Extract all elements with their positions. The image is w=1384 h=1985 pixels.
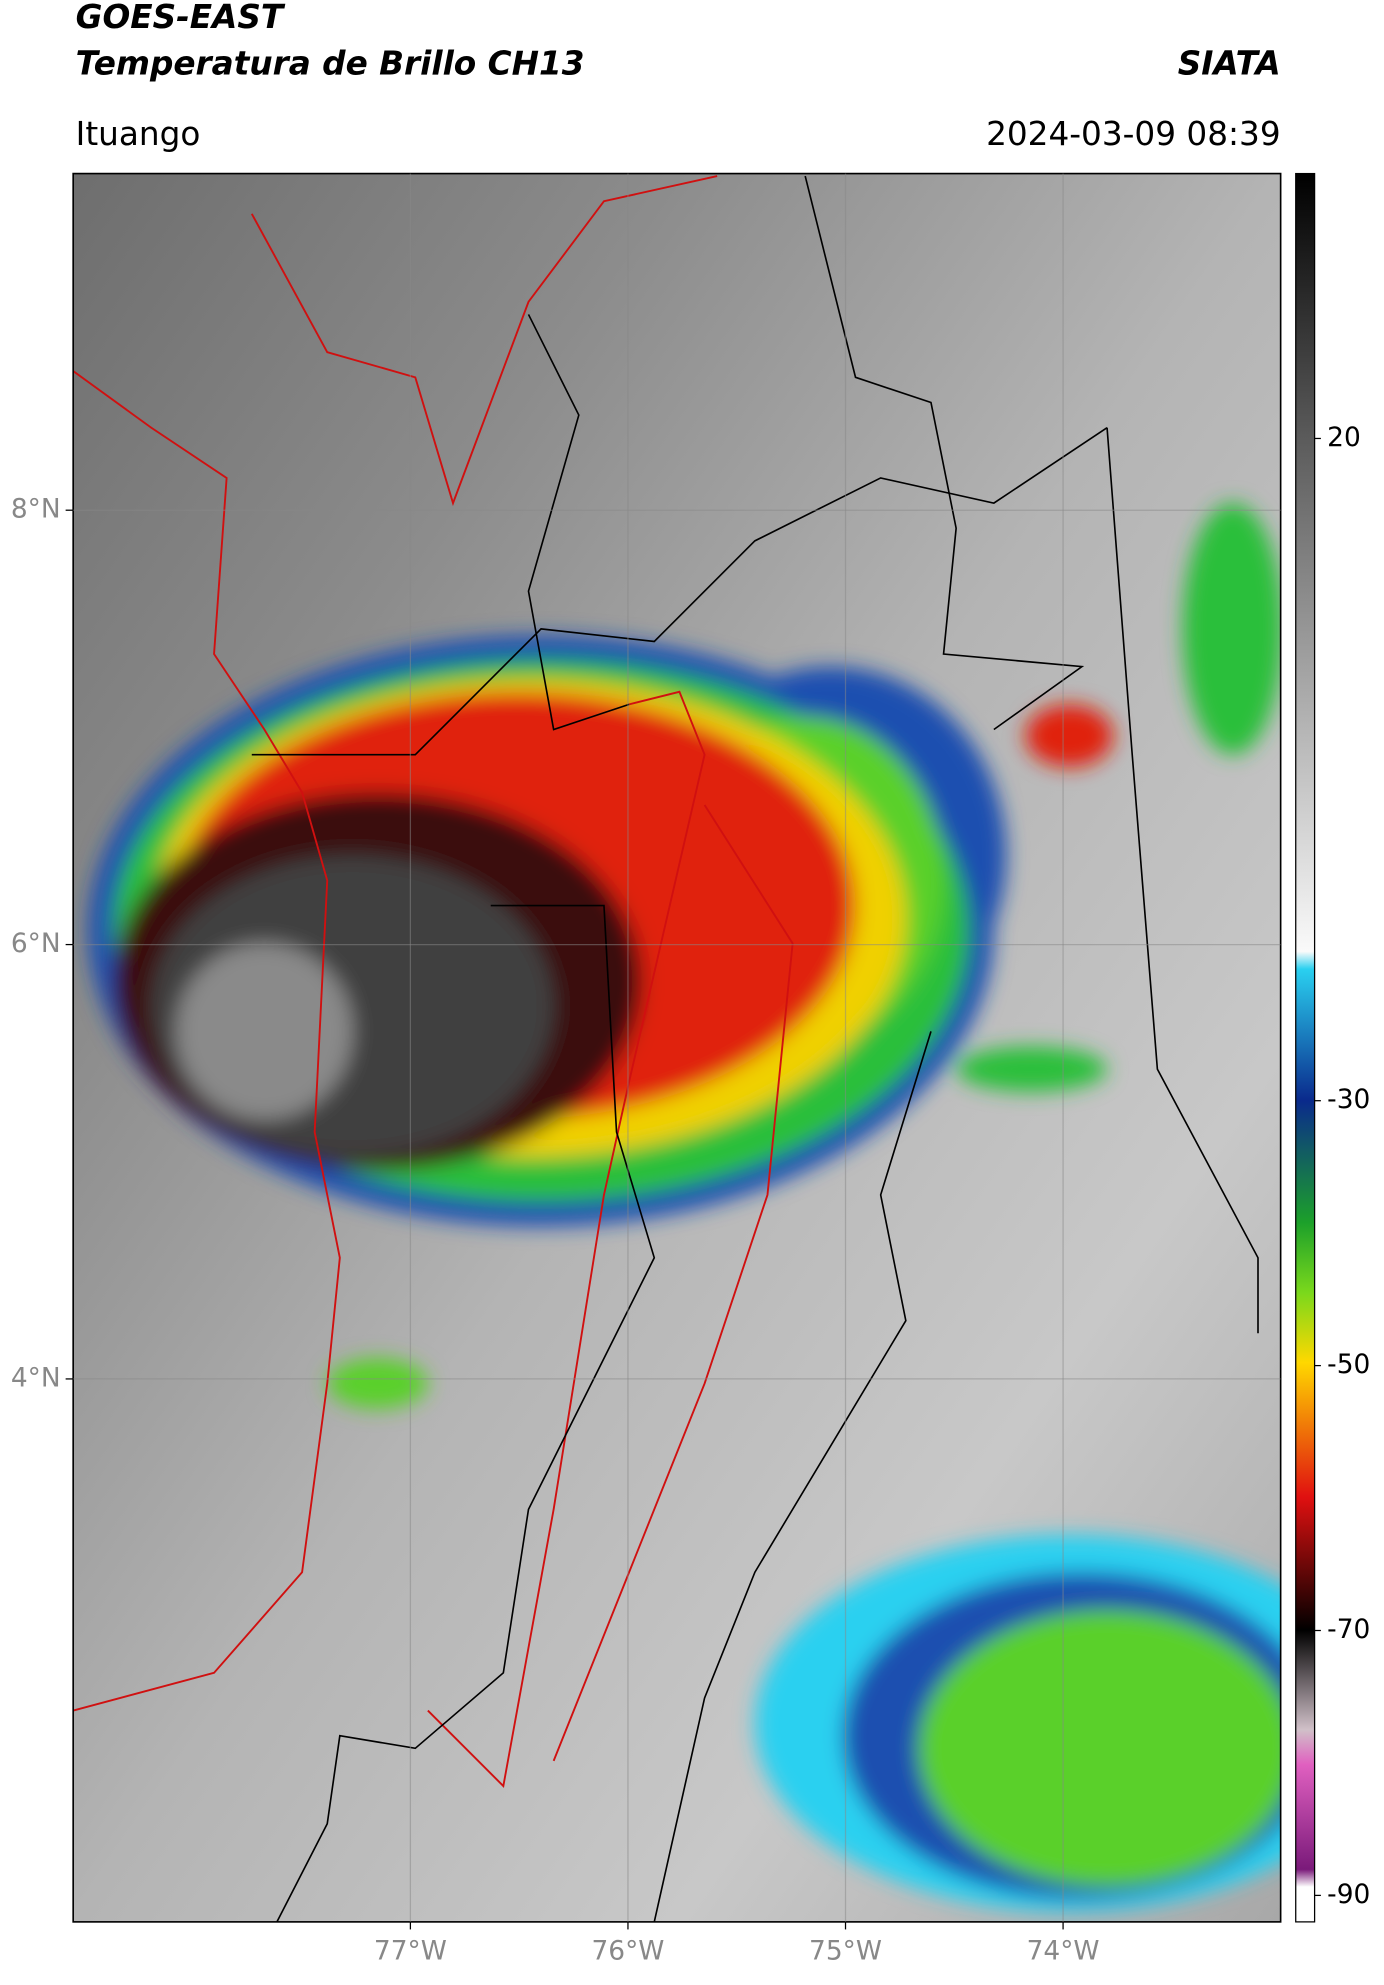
x-tick-label: 75°W <box>809 1936 882 1967</box>
map-frame <box>72 172 1282 1923</box>
y-tick-label: 6°N <box>11 928 61 959</box>
colorbar <box>1295 172 1316 1923</box>
y-tick-label: 8°N <box>11 494 61 525</box>
location: Ituango <box>76 115 201 153</box>
colorbar-tick-label: -90 <box>1327 1879 1370 1910</box>
datetime: 2024-03-09 08:39 <box>986 115 1281 153</box>
colorbar-tick-label: -70 <box>1327 1614 1370 1645</box>
source: SIATA <box>1178 44 1281 82</box>
y-tick-label: 4°N <box>11 1362 61 1393</box>
colorbar-tick-label: -50 <box>1327 1349 1370 1380</box>
title: GOES-EAST <box>76 0 286 36</box>
colorbar-tick-label: 20 <box>1327 422 1361 453</box>
colorbar-tick-label: -30 <box>1327 1084 1370 1115</box>
map-image <box>73 173 1281 1922</box>
x-tick-label: 76°W <box>591 1936 664 1967</box>
subtitle: Temperatura de Brillo CH13 <box>76 44 585 82</box>
x-tick-label: 74°W <box>1027 1936 1100 1967</box>
x-tick-label: 77°W <box>374 1936 447 1967</box>
